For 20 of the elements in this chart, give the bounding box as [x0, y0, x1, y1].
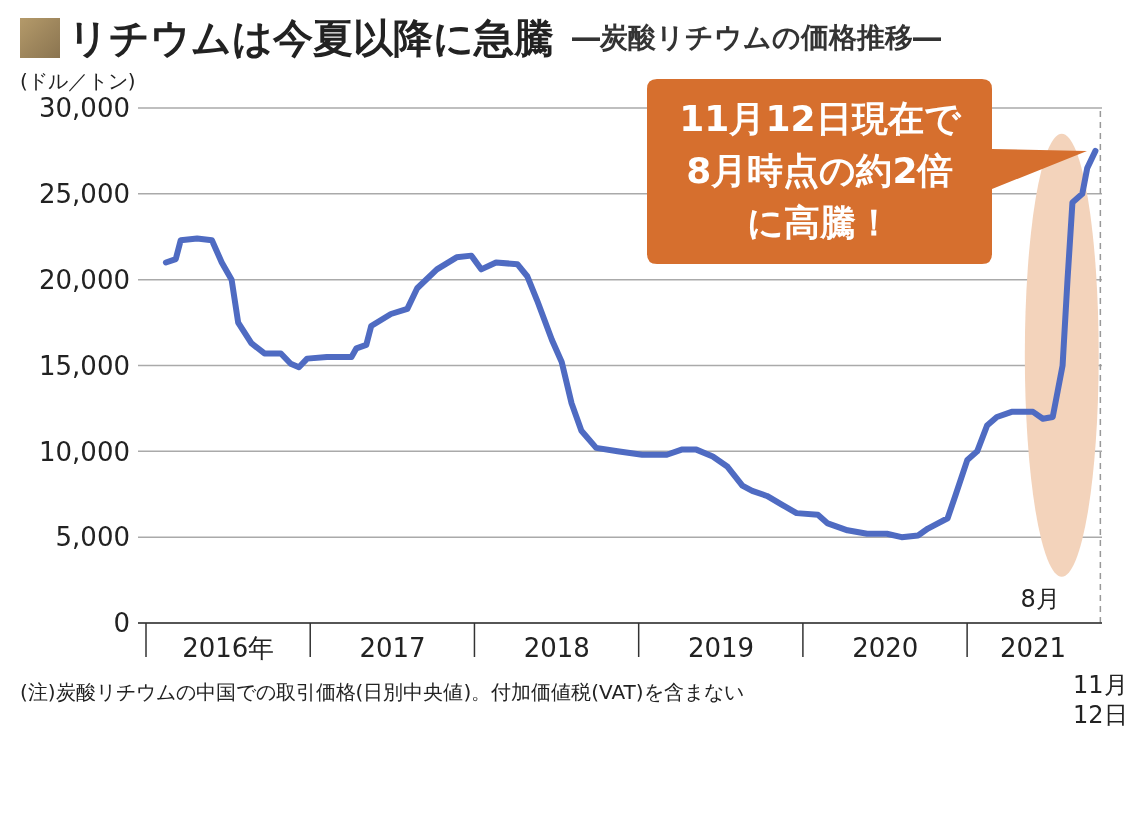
x-tick-label: 2020 — [852, 633, 919, 663]
ref-line-label: 11月 12日 — [1073, 671, 1128, 729]
y-tick-label: 30,000 — [39, 93, 130, 124]
x-tick-label: 2016年 — [182, 633, 275, 663]
text: (注)炭酸リチウムの中国での取引価格(日別中央値)。付加価値税(VAT)を含まない — [20, 679, 745, 706]
y-tick-label: 10,000 — [39, 436, 130, 467]
y-axis-title: (ドル／トン) — [20, 68, 137, 94]
y-tick-label: 15,000 — [39, 350, 130, 381]
chart-subtitle: ―炭酸リチウムの価格推移― — [572, 20, 941, 56]
x-tick-label: 2018 — [523, 633, 590, 663]
y-tick-label: 25,000 — [39, 179, 130, 210]
y-tick-label: 0 — [113, 608, 130, 639]
chart-title: リチウムは今夏以降に急騰 — [68, 13, 554, 63]
x-tick-label: 2021 — [999, 633, 1067, 663]
x-tick-label: 2017 — [359, 633, 426, 663]
annotation: 11月12日現在で8月時点の約2倍に高騰！ — [678, 96, 962, 245]
y-tick-label: 20,000 — [39, 264, 130, 295]
y-tick-label: 5,000 — [55, 522, 130, 553]
x-tick-label: 2019 — [687, 633, 755, 663]
annotation: 8月 — [1020, 584, 1060, 615]
